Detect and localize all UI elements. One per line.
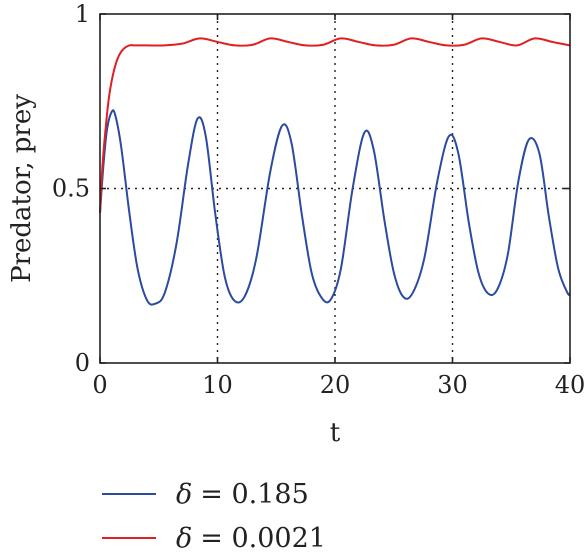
grid	[100, 14, 570, 363]
legend-value: = 0.185	[200, 479, 309, 510]
legend: δ = 0.185 δ = 0.0021	[102, 479, 326, 554]
tick-labels: 0 10 20 30 40 0 0.5 1	[52, 0, 585, 399]
series-line-1	[99, 109, 571, 306]
x-tick-label: 40	[555, 371, 586, 399]
y-axis-label: Predator, prey	[7, 94, 37, 283]
x-tick-label: 10	[202, 371, 233, 399]
legend-label-2: δ = 0.0021	[176, 523, 326, 554]
x-axis-label: t	[330, 418, 341, 448]
x-tick-label: 0	[92, 371, 107, 399]
series-layer	[99, 37, 571, 306]
plot-frame	[99, 13, 571, 364]
y-tick-label: 1	[75, 0, 90, 28]
legend-symbol: δ	[176, 523, 192, 554]
legend-value: = 0.0021	[200, 523, 326, 554]
series-line-2	[99, 37, 571, 213]
legend-symbol: δ	[176, 479, 192, 510]
y-tick-label: 0.5	[52, 175, 90, 203]
legend-label-1: δ = 0.185	[176, 479, 309, 510]
x-tick-label: 20	[320, 371, 351, 399]
y-tick-label: 0	[75, 349, 90, 377]
x-tick-label: 30	[437, 371, 468, 399]
